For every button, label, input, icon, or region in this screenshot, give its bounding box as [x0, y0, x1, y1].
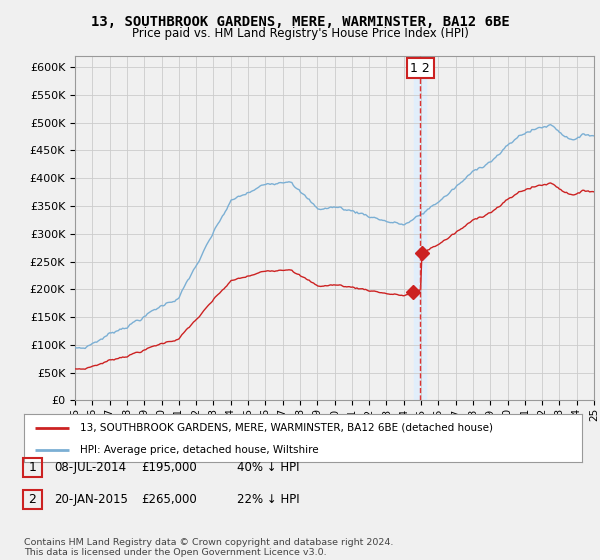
Text: 2: 2	[28, 493, 37, 506]
Text: Contains HM Land Registry data © Crown copyright and database right 2024.
This d: Contains HM Land Registry data © Crown c…	[24, 538, 394, 557]
Text: 40% ↓ HPI: 40% ↓ HPI	[237, 461, 299, 474]
Text: 1: 1	[28, 461, 37, 474]
Text: 22% ↓ HPI: 22% ↓ HPI	[237, 493, 299, 506]
Text: 20-JAN-2015: 20-JAN-2015	[54, 493, 128, 506]
Text: £265,000: £265,000	[141, 493, 197, 506]
Text: 1 2: 1 2	[410, 62, 430, 74]
Bar	[414, 56, 426, 400]
Text: 08-JUL-2014: 08-JUL-2014	[54, 461, 126, 474]
Text: £195,000: £195,000	[141, 461, 197, 474]
Text: 13, SOUTHBROOK GARDENS, MERE, WARMINSTER, BA12 6BE (detached house): 13, SOUTHBROOK GARDENS, MERE, WARMINSTER…	[80, 423, 493, 433]
Text: 13, SOUTHBROOK GARDENS, MERE, WARMINSTER, BA12 6BE: 13, SOUTHBROOK GARDENS, MERE, WARMINSTER…	[91, 15, 509, 29]
Text: HPI: Average price, detached house, Wiltshire: HPI: Average price, detached house, Wilt…	[80, 445, 319, 455]
Text: Price paid vs. HM Land Registry's House Price Index (HPI): Price paid vs. HM Land Registry's House …	[131, 27, 469, 40]
